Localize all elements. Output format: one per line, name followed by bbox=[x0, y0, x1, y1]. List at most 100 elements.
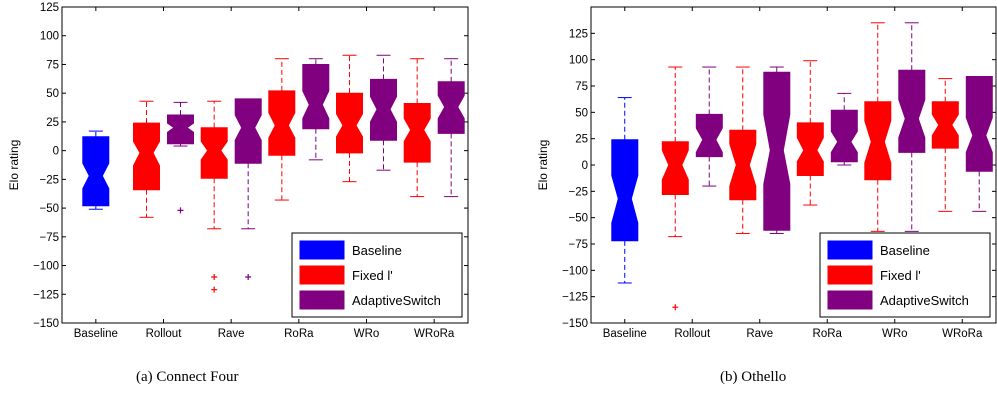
y-tick-label: −150 bbox=[33, 318, 59, 330]
box-wro-fixed-l bbox=[864, 22, 892, 232]
y-tick-label: 50 bbox=[46, 88, 59, 100]
box-rave-fixed-l bbox=[200, 100, 228, 293]
plot-frame bbox=[61, 6, 469, 324]
box-wrora-fixed-l bbox=[931, 78, 959, 212]
x-tick-label-rave: Rave bbox=[746, 328, 773, 340]
outlier-marker bbox=[177, 207, 184, 214]
box-body bbox=[234, 98, 262, 164]
y-tick-label: 75 bbox=[575, 81, 588, 93]
box-body bbox=[611, 139, 639, 242]
x-tick-label-rora: RoRa bbox=[284, 328, 314, 340]
box-wrora-adaptiveswitch bbox=[437, 58, 465, 198]
y-tick-label: −25 bbox=[568, 186, 588, 198]
y-tick-label: −150 bbox=[562, 318, 588, 330]
y-tick-label: 0 bbox=[582, 160, 588, 172]
legend-swatch-adaptiveswitch bbox=[827, 290, 873, 310]
y-tick-label: 100 bbox=[569, 55, 588, 67]
y-tick-label: −50 bbox=[568, 213, 588, 225]
legend-swatch-baseline bbox=[299, 240, 345, 260]
box-wro-adaptiveswitch bbox=[370, 54, 397, 171]
box-body bbox=[965, 76, 993, 172]
y-axis-label: Elo rating bbox=[7, 140, 21, 191]
legend-label-adaptiveswitch: AdaptiveSwitch bbox=[352, 293, 441, 308]
box-body bbox=[268, 90, 296, 156]
box-body bbox=[403, 103, 431, 163]
box-body bbox=[661, 141, 689, 195]
x-tick-label-rollout: Rollout bbox=[146, 328, 183, 340]
y-tick-label: 125 bbox=[40, 2, 59, 14]
x-tick-label-wrora: WRoRa bbox=[942, 328, 983, 340]
y-tick-label: −25 bbox=[39, 174, 59, 186]
y-tick-label: −75 bbox=[39, 232, 59, 244]
box-body bbox=[302, 64, 330, 130]
legend-label-baseline: Baseline bbox=[352, 243, 402, 258]
box-rora-fixed-l bbox=[268, 58, 296, 201]
legend-swatch-adaptiveswitch bbox=[299, 290, 345, 310]
chart-panel-othello: −150 −125 −100 −75 −50 −25 0 25 50 75 100 125 Elo ra… bbox=[536, 6, 997, 340]
x-tick-label-rave: Rave bbox=[218, 328, 245, 340]
legend-label-adaptiveswitch: AdaptiveSwitch bbox=[880, 293, 969, 308]
box-rollout-adaptiveswitch bbox=[695, 66, 723, 187]
box-body bbox=[898, 69, 926, 153]
x-tick-label-rora: RoRa bbox=[813, 328, 843, 340]
y-tick-label: 75 bbox=[46, 59, 59, 71]
box-body bbox=[796, 122, 824, 176]
box-wrora-fixed-l bbox=[403, 58, 431, 198]
box-rollout-adaptiveswitch bbox=[167, 101, 194, 214]
legend-label-fixed-l: Fixed l' bbox=[352, 268, 393, 283]
box-rora-adaptiveswitch bbox=[302, 58, 330, 161]
box-rora-adaptiveswitch bbox=[830, 92, 858, 166]
y-tick-label: −125 bbox=[33, 289, 59, 301]
y-tick-label: −125 bbox=[562, 292, 588, 304]
box-body bbox=[82, 136, 110, 207]
y-tick-label: 25 bbox=[46, 117, 59, 129]
x-tick-label-wro: WRo bbox=[882, 328, 908, 340]
box-baseline-baseline bbox=[82, 130, 110, 210]
legend-swatch-fixed-l bbox=[827, 265, 873, 285]
box-body bbox=[133, 122, 160, 191]
box-rora-fixed-l bbox=[796, 60, 824, 206]
box-body bbox=[763, 71, 791, 231]
legend-label-baseline: Baseline bbox=[880, 243, 930, 258]
y-tick-label: −100 bbox=[562, 265, 588, 277]
box-rave-fixed-l bbox=[729, 66, 757, 234]
box-wro-fixed-l bbox=[336, 54, 363, 183]
x-tick-label-wro: WRo bbox=[354, 328, 380, 340]
box-wrora-adaptiveswitch bbox=[965, 76, 993, 212]
box-body bbox=[437, 81, 465, 134]
y-tick-label: −100 bbox=[33, 261, 59, 273]
box-rollout-fixed-l bbox=[133, 100, 160, 218]
x-tick-label-baseline: Baseline bbox=[603, 328, 647, 340]
outlier-marker bbox=[211, 286, 218, 293]
box-wro-adaptiveswitch bbox=[898, 22, 926, 232]
box-body bbox=[370, 78, 397, 141]
box-baseline-baseline bbox=[611, 97, 639, 284]
y-axis-label: Elo rating bbox=[536, 140, 550, 191]
chart-panel-connect-four: −150 −125 −100 −75 −50 −25 0 25 50 75 100 125 Elo ra… bbox=[7, 2, 469, 340]
legend-swatch-baseline bbox=[827, 240, 873, 260]
x-tick-label-baseline: Baseline bbox=[74, 328, 118, 340]
y-tick-label: 50 bbox=[575, 107, 588, 119]
y-tick-label: −50 bbox=[39, 203, 59, 215]
caption-connect-four: (a) Connect Four bbox=[136, 369, 238, 385]
box-body bbox=[830, 109, 858, 163]
box-rave-adaptiveswitch bbox=[234, 98, 262, 281]
x-tick-label-wrora: WRoRa bbox=[414, 328, 455, 340]
legend-label-fixed-l: Fixed l' bbox=[880, 268, 921, 283]
box-body bbox=[695, 113, 723, 158]
outlier-marker bbox=[672, 304, 679, 311]
outlier-marker bbox=[245, 274, 252, 281]
legend: Baseline Fixed l' AdaptiveSwitch bbox=[291, 232, 463, 318]
legend: Baseline Fixed l' AdaptiveSwitch bbox=[819, 232, 991, 318]
box-body bbox=[200, 127, 228, 179]
box-body bbox=[167, 114, 194, 145]
y-tick-label: 125 bbox=[569, 28, 588, 40]
y-tick-label: 100 bbox=[40, 31, 59, 43]
box-rollout-fixed-l bbox=[661, 66, 689, 311]
y-tick-label: 0 bbox=[53, 146, 59, 158]
outlier-marker bbox=[211, 274, 218, 281]
box-rave-adaptiveswitch bbox=[763, 66, 791, 234]
box-body bbox=[864, 101, 892, 181]
y-tick-label: 25 bbox=[575, 134, 588, 146]
